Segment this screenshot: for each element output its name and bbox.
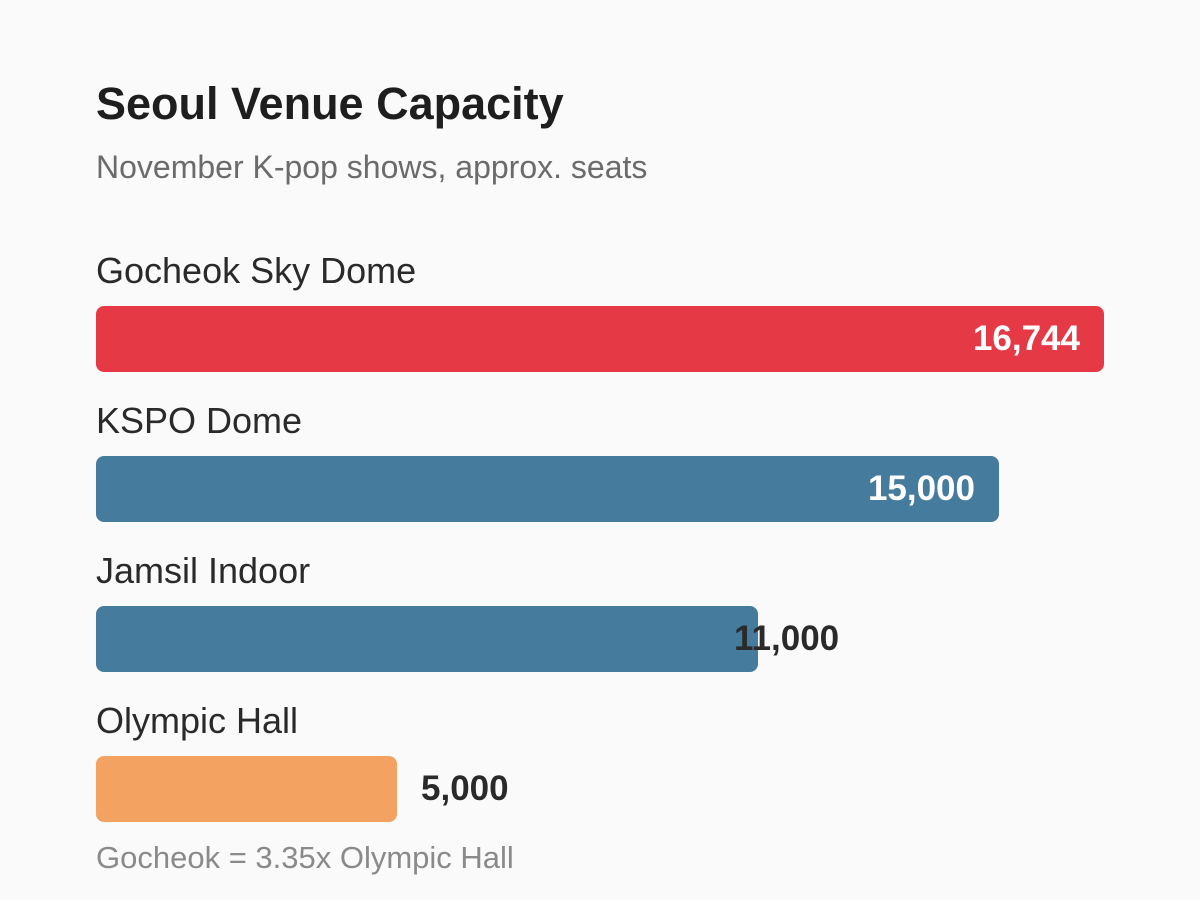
value-label-gocheok-sky-dome: 16,744 <box>972 319 1080 358</box>
category-label-jamsil-indoor: Jamsil Indoor <box>96 550 311 591</box>
value-label-olympic-hall: 5,000 <box>421 769 509 808</box>
bar-gocheok-sky-dome <box>96 306 1104 372</box>
value-label-jamsil-indoor: 11,000 <box>734 619 840 658</box>
bar-kspo-dome <box>96 456 999 522</box>
category-label-gocheok-sky-dome: Gocheok Sky Dome <box>96 250 417 291</box>
chart-annotation: Gocheok = 3.35x Olympic Hall <box>96 840 514 875</box>
category-label-olympic-hall: Olympic Hall <box>96 700 299 741</box>
value-label-kspo-dome: 15,000 <box>867 469 975 508</box>
chart-title: Seoul Venue Capacity <box>96 78 564 129</box>
bar-olympic-hall <box>96 756 397 822</box>
bar-jamsil-indoor <box>96 606 758 672</box>
category-label-kspo-dome: KSPO Dome <box>96 400 303 441</box>
chart-subtitle: November K-pop shows, approx. seats <box>96 149 648 185</box>
